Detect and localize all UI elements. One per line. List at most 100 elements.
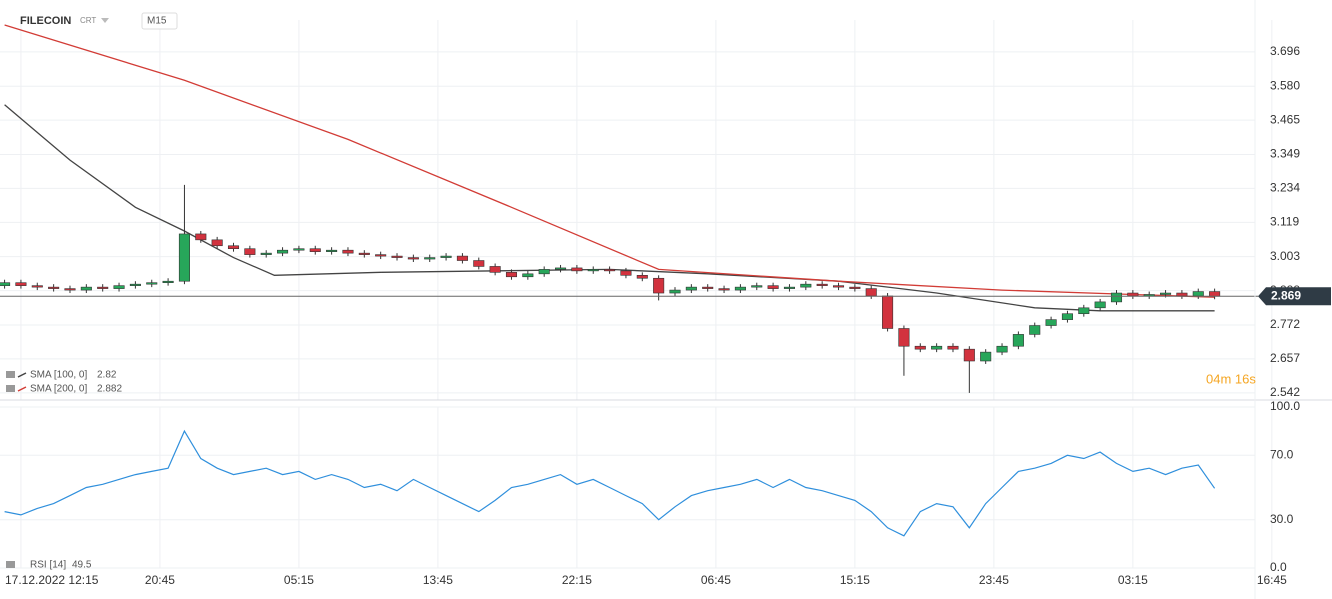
candle-body xyxy=(260,252,272,255)
candle-body xyxy=(1012,334,1024,347)
y-tick-label: 3.696 xyxy=(1270,44,1300,58)
interval[interactable]: M15 xyxy=(147,16,167,27)
candle-body xyxy=(963,348,975,362)
legend-swatch xyxy=(17,372,27,378)
y-tick-label: 2.772 xyxy=(1270,317,1300,331)
y-tick-label: 3.349 xyxy=(1270,147,1300,161)
candle-body xyxy=(702,286,714,289)
legend-value: 2.882 xyxy=(97,384,122,395)
candle-body xyxy=(555,267,567,270)
candle-body xyxy=(783,286,795,289)
rsi-line xyxy=(4,429,1216,537)
y-tick-label: 30.0 xyxy=(1270,512,1294,526)
y-tick-label: 2.657 xyxy=(1270,351,1300,365)
candle-body xyxy=(15,282,27,286)
candle-body xyxy=(1078,307,1090,315)
candle-body xyxy=(456,255,468,261)
candle-body xyxy=(538,269,550,275)
candle-body xyxy=(1209,291,1221,297)
candle-body xyxy=(751,285,763,288)
candle-body xyxy=(832,285,845,288)
legend-value: 2.82 xyxy=(97,370,117,381)
x-tick-label: 15:15 xyxy=(840,573,870,587)
candle-body xyxy=(178,233,190,282)
y-tick-label: 0.0 xyxy=(1270,560,1287,574)
candle-body xyxy=(620,270,632,276)
x-tick-label: 03:15 xyxy=(1118,573,1148,587)
candle-body xyxy=(604,269,616,272)
candle-body xyxy=(64,288,76,291)
candle-body xyxy=(1160,292,1172,295)
candle-body xyxy=(1127,292,1139,297)
y-tick-label: 100.0 xyxy=(1270,399,1300,413)
candle-body xyxy=(424,257,436,260)
symbol[interactable]: FILECOIN xyxy=(20,15,71,27)
candle-body xyxy=(931,345,943,350)
y-tick-label: 70.0 xyxy=(1270,447,1294,461)
candle-body xyxy=(80,286,92,291)
legend-value: 49.5 xyxy=(72,560,92,571)
interval-box[interactable] xyxy=(141,12,178,30)
candle-body xyxy=(849,286,861,289)
legend-name: SMA [200, 0] xyxy=(30,384,87,395)
candle-body xyxy=(162,280,174,283)
candle-body xyxy=(587,269,599,272)
candle-body xyxy=(1094,301,1106,309)
candle-body xyxy=(0,282,11,286)
candle-body xyxy=(767,285,779,289)
candle-body xyxy=(407,257,419,260)
candle-body xyxy=(914,345,926,350)
exchange[interactable]: CRT xyxy=(80,16,96,25)
candle-body xyxy=(1029,325,1041,335)
candle-body xyxy=(669,289,681,294)
candle-body xyxy=(1176,292,1188,297)
candle-body xyxy=(898,328,910,347)
y-tick-label: 3.119 xyxy=(1270,215,1299,229)
sma-line xyxy=(4,24,1215,298)
candle-body xyxy=(31,285,43,288)
candle-body xyxy=(718,288,730,291)
candle-body xyxy=(358,252,370,255)
candle-body xyxy=(636,275,648,279)
marks xyxy=(0,24,1258,537)
candle-body xyxy=(211,239,223,247)
candle-body xyxy=(734,286,746,291)
candle-body xyxy=(882,295,894,329)
y-tick-label: 3.234 xyxy=(1270,181,1300,195)
candle-body xyxy=(227,245,240,250)
candle-body xyxy=(97,286,109,289)
candle-body xyxy=(473,260,485,267)
x-tick-label: 20:45 xyxy=(145,573,175,587)
candle-body xyxy=(505,272,518,278)
dropdown-arrow[interactable] xyxy=(101,18,109,23)
countdown: 04m 16s xyxy=(1206,371,1256,386)
candle-body xyxy=(48,286,60,289)
price-tag xyxy=(1258,287,1331,306)
candle-body xyxy=(865,288,877,297)
candle-body xyxy=(195,233,207,241)
legend-name: SMA [100, 0] xyxy=(30,370,87,381)
x-tick-label: 22:15 xyxy=(562,573,592,587)
candle-body xyxy=(391,255,403,258)
candle-body xyxy=(277,249,289,254)
legend-name: RSI [14] xyxy=(30,560,66,571)
overlay: 17.12.2022 12:15 20:45 05:15 13:45 22:15 06:4… xyxy=(5,44,1331,587)
candle-body xyxy=(1061,313,1073,320)
legend-icon[interactable] xyxy=(6,561,15,568)
candle-body xyxy=(309,248,321,252)
candle-body xyxy=(996,345,1008,353)
legend-icon[interactable] xyxy=(6,371,15,378)
price-tag-label: 2.869 xyxy=(1271,288,1301,302)
legend-icon[interactable] xyxy=(6,385,15,392)
candle-body xyxy=(326,249,338,252)
candle-body xyxy=(1143,294,1155,297)
candle-body xyxy=(113,285,125,289)
y-tick-label: 2.542 xyxy=(1270,385,1300,399)
candle-body xyxy=(375,254,387,257)
candle-body xyxy=(489,266,501,273)
candle-body xyxy=(146,282,158,285)
candle-body xyxy=(653,277,665,294)
x-tick-label: 05:15 xyxy=(284,573,314,587)
